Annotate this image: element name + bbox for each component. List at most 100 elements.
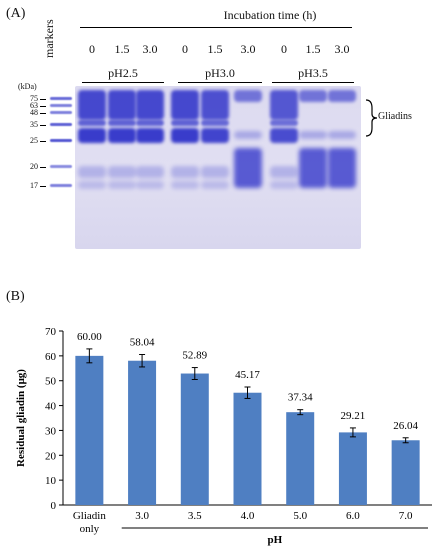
kda-tick-mark xyxy=(40,99,46,100)
kda-tick-label: 17 xyxy=(30,181,38,190)
x-tick-label: Gliadin xyxy=(73,510,106,522)
kda-unit: (kDa) xyxy=(18,82,37,91)
gliadins-label: Gliadins xyxy=(378,111,412,122)
time-label: 0 xyxy=(281,42,287,56)
incubation-time-header: Incubation time (h) xyxy=(223,8,317,22)
kda-tick-label: 63 xyxy=(30,101,38,110)
gliadin-band xyxy=(136,128,164,143)
kda-tick-mark xyxy=(40,125,46,126)
gliadin-band xyxy=(171,90,199,120)
bar xyxy=(286,412,315,505)
time-label: 0 xyxy=(89,42,95,56)
degradation-product-band xyxy=(328,148,356,188)
minor-band xyxy=(171,166,199,178)
x-tick-label: 5.0 xyxy=(293,510,307,522)
gliadin-band xyxy=(108,120,136,126)
markers-label: markers xyxy=(42,19,56,58)
bar xyxy=(128,360,157,505)
gliadin-band xyxy=(299,131,327,139)
kda-tick-label: 25 xyxy=(30,136,38,145)
data-label: 26.04 xyxy=(393,420,418,432)
minor-band xyxy=(136,181,164,189)
time-label: 3.0 xyxy=(142,42,158,56)
kda-tick-mark xyxy=(40,141,46,142)
gliadin-band xyxy=(171,120,199,126)
gliadin-band xyxy=(108,128,136,143)
y-tick-label: 0 xyxy=(51,500,57,512)
marker-band xyxy=(50,104,72,107)
gliadin-band xyxy=(201,90,229,120)
x-tick-label: 4.0 xyxy=(241,510,255,522)
x-tick-label: 3.0 xyxy=(135,510,149,522)
x-tick-label: 7.0 xyxy=(399,510,413,522)
data-label: 29.21 xyxy=(341,410,366,422)
kda-tick-label: 35 xyxy=(30,120,38,129)
marker-band xyxy=(50,123,72,126)
gliadin-band xyxy=(270,90,298,120)
bar xyxy=(180,373,209,505)
time-label: 0 xyxy=(182,42,188,56)
gliadin-band xyxy=(270,128,298,143)
marker-band xyxy=(50,165,72,168)
gliadin-band xyxy=(201,120,229,126)
y-tick-label: 70 xyxy=(45,326,57,338)
header-underline xyxy=(80,27,352,28)
data-label: 45.17 xyxy=(235,369,260,381)
minor-band xyxy=(78,181,106,189)
minor-band xyxy=(78,166,106,178)
time-label: 1.5 xyxy=(114,42,130,56)
ph-group-underline xyxy=(272,82,354,83)
gliadin-band xyxy=(201,128,229,143)
kda-tick-label: 48 xyxy=(30,108,38,117)
kda-tick-label: 75 xyxy=(30,94,38,103)
y-tick-label: 30 xyxy=(45,425,57,437)
data-label: 58.04 xyxy=(130,337,155,349)
gliadin-band xyxy=(78,90,106,120)
minor-band xyxy=(201,181,229,189)
sds-page-gel xyxy=(50,86,361,249)
data-label: 60.00 xyxy=(77,331,102,343)
gliadin-band xyxy=(270,120,298,126)
data-label: 37.34 xyxy=(288,392,313,404)
time-label: 1.5 xyxy=(305,42,321,56)
x-tick-label: 3.5 xyxy=(188,510,202,522)
y-tick-label: 10 xyxy=(45,475,57,487)
x-tick-label: only xyxy=(80,523,100,535)
bar xyxy=(338,432,367,505)
degradation-product-band xyxy=(299,148,327,188)
panel-b-label: (B) xyxy=(6,289,25,304)
ph-group-label: pH2.5 xyxy=(108,66,138,80)
degradation-product-band xyxy=(234,148,262,188)
gliadin-band xyxy=(78,128,106,143)
marker-band xyxy=(50,184,72,187)
kda-tick-label: 20 xyxy=(30,162,38,171)
ph-group-underline xyxy=(178,82,262,83)
minor-band xyxy=(108,181,136,189)
data-label: 52.89 xyxy=(182,350,207,362)
y-tick-label: 20 xyxy=(45,450,57,462)
y-tick-label: 40 xyxy=(45,401,57,413)
bar xyxy=(233,392,262,505)
time-label: 1.5 xyxy=(207,42,223,56)
minor-band xyxy=(270,166,298,178)
gliadin-band xyxy=(136,90,164,120)
ph-group-underline xyxy=(82,82,164,83)
minor-band xyxy=(171,181,199,189)
residual-gliadin-chart: 0 10 20 30 40 50 60 70 Residual gliadin (μg) 60.0… xyxy=(15,326,432,546)
gliadin-band xyxy=(171,128,199,143)
ph-group-label: pH3.0 xyxy=(205,66,235,80)
x-axis-label: pH xyxy=(268,534,283,546)
gliadin-band xyxy=(78,120,106,126)
time-label: 3.0 xyxy=(240,42,256,56)
marker-band xyxy=(50,97,72,100)
y-tick-label: 50 xyxy=(45,376,57,388)
gliadin-band xyxy=(328,131,356,139)
marker-band xyxy=(50,111,72,114)
panel-a-label: (A) xyxy=(6,6,26,21)
x-tick-label: 6.0 xyxy=(346,510,360,522)
bar xyxy=(75,355,104,505)
gliadin-band xyxy=(328,90,356,102)
gliadins-brace xyxy=(365,99,378,137)
gliadin-band xyxy=(234,131,262,139)
kda-tick-mark xyxy=(40,113,46,114)
